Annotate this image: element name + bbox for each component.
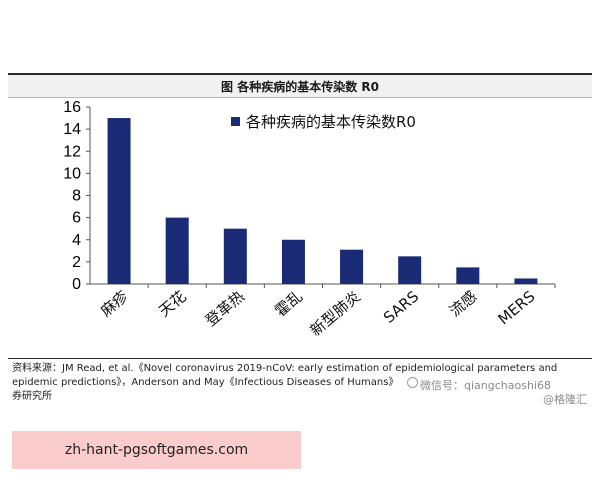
- chart-header-title: 图 各种疾病的基本传染数 R0: [221, 79, 379, 94]
- x-category-label: SARS: [380, 287, 422, 327]
- y-tick-label: 2: [72, 254, 81, 271]
- bar: [514, 278, 538, 284]
- bar: [456, 267, 480, 284]
- y-tick-label: 16: [63, 99, 81, 116]
- y-tick-label: 6: [72, 210, 81, 227]
- x-category-label: MERS: [494, 287, 538, 328]
- bar: [223, 228, 247, 284]
- x-category-label: 新型肺炎: [307, 287, 365, 339]
- wechat-icon: [407, 377, 418, 388]
- bottom-rule: [8, 358, 592, 359]
- wechat-watermark: 微信号：qiangchaoshi68: [420, 379, 551, 392]
- gelonghui-watermark: @格隆汇: [543, 393, 587, 406]
- ad-banner-text: zh-hant-pgsoftgames.com: [64, 442, 249, 458]
- x-category-label: 麻疹: [97, 287, 132, 320]
- source-line-2: epidemic predictions》，Anderson and May《I…: [12, 377, 399, 388]
- x-category-label: 登革热: [202, 287, 248, 330]
- source-line-1: 资料来源：JM Read, et al.《Novel coronavirus 2…: [12, 363, 558, 374]
- y-tick-label: 14: [63, 121, 81, 138]
- bar-chart: 0 2 4 6 8 10 12 14 16 麻疹 天花 登革热 霍乱 新型肺炎 SARS 流感 MERS 各种…: [63, 99, 556, 340]
- legend-swatch: [231, 117, 240, 126]
- y-tick-label: 0: [72, 276, 81, 293]
- y-tick-label: 4: [72, 232, 81, 249]
- x-category-label: 霍乱: [271, 287, 306, 320]
- y-tick-label: 12: [63, 143, 81, 160]
- top-rule: [8, 73, 592, 75]
- ad-banner[interactable]: zh-hant-pgsoftgames.com: [12, 431, 301, 469]
- bar: [340, 249, 364, 284]
- chart-header: 图 各种疾病的基本传染数 R0: [8, 75, 592, 98]
- chart-legend: 各种疾病的基本传染数R0: [231, 113, 416, 131]
- legend-label: 各种疾病的基本传染数R0: [246, 113, 416, 131]
- x-category-label: 天花: [155, 287, 190, 320]
- bar: [281, 239, 305, 284]
- bar: [165, 217, 189, 284]
- bar: [107, 118, 131, 284]
- chart-bars: [107, 118, 538, 284]
- chart-labels: 麻疹 天花 登革热 霍乱 新型肺炎 SARS 流感 MERS: [97, 287, 538, 339]
- source-note: 资料来源：JM Read, et al.《Novel coronavirus 2…: [12, 362, 584, 404]
- y-tick-label: 10: [63, 165, 81, 182]
- source-line-3: 券研究所: [12, 391, 52, 402]
- x-category-label: 流感: [446, 287, 481, 320]
- y-tick-label: 8: [72, 188, 81, 205]
- bar: [398, 256, 422, 284]
